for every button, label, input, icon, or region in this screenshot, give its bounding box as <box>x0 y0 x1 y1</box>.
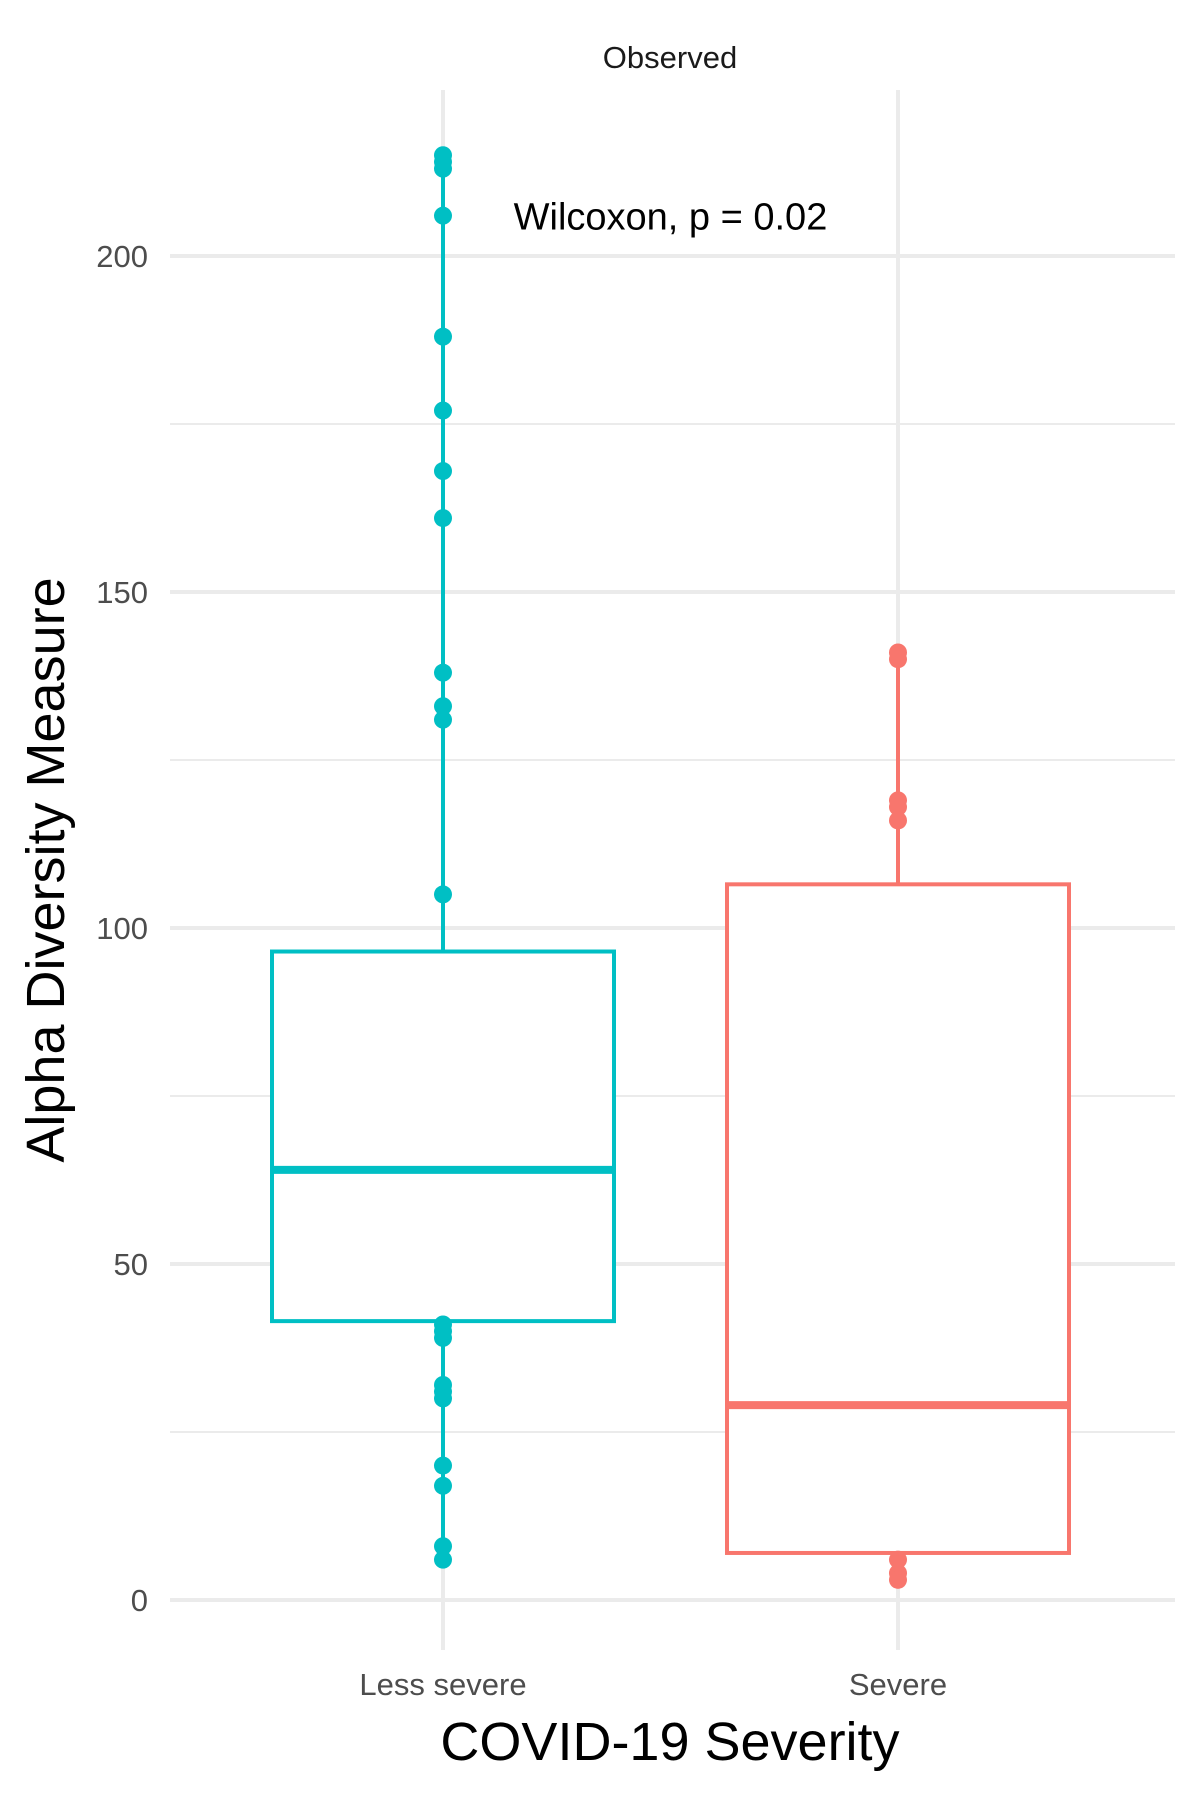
data-point <box>434 710 452 729</box>
data-point <box>434 1537 452 1556</box>
box-iqr <box>270 949 616 1324</box>
data-point <box>434 159 452 178</box>
data-point <box>434 462 452 481</box>
box-severe <box>725 643 1071 1589</box>
box-less-severe <box>270 146 616 1569</box>
data-point <box>889 811 907 830</box>
data-point <box>434 697 452 716</box>
data-point <box>434 509 452 528</box>
data-point <box>434 327 452 346</box>
x-axis-ticks: Less severe Severe <box>359 1667 947 1702</box>
box-series <box>270 146 1071 1589</box>
data-point <box>434 1456 452 1475</box>
box-iqr <box>725 882 1071 1555</box>
data-point <box>434 401 452 420</box>
data-point <box>434 1550 452 1569</box>
data-point <box>434 1328 452 1347</box>
data-point <box>434 885 452 904</box>
y-tick-label: 0 <box>131 1583 148 1618</box>
data-point <box>889 1550 907 1569</box>
data-point <box>889 798 907 817</box>
data-point <box>889 1570 907 1589</box>
data-point <box>434 206 452 225</box>
y-axis-ticks: 0 50 100 150 200 <box>96 239 148 1618</box>
y-tick-label: 100 <box>96 911 148 946</box>
x-tick-label: Severe <box>849 1667 947 1702</box>
wilcoxon-annotation: Wilcoxon, p = 0.02 <box>514 197 828 239</box>
data-point <box>434 1389 452 1408</box>
data-point <box>434 1476 452 1495</box>
x-tick-label: Less severe <box>359 1667 526 1702</box>
facet-title: Observed <box>603 40 737 75</box>
data-point <box>434 663 452 682</box>
y-tick-label: 150 <box>96 575 148 610</box>
data-point <box>889 650 907 669</box>
y-axis-title: Alpha Diversity Measure <box>16 577 76 1162</box>
y-tick-label: 200 <box>96 239 148 274</box>
y-tick-label: 50 <box>114 1247 148 1282</box>
x-axis-title: COVID-19 Severity <box>440 1712 899 1772</box>
